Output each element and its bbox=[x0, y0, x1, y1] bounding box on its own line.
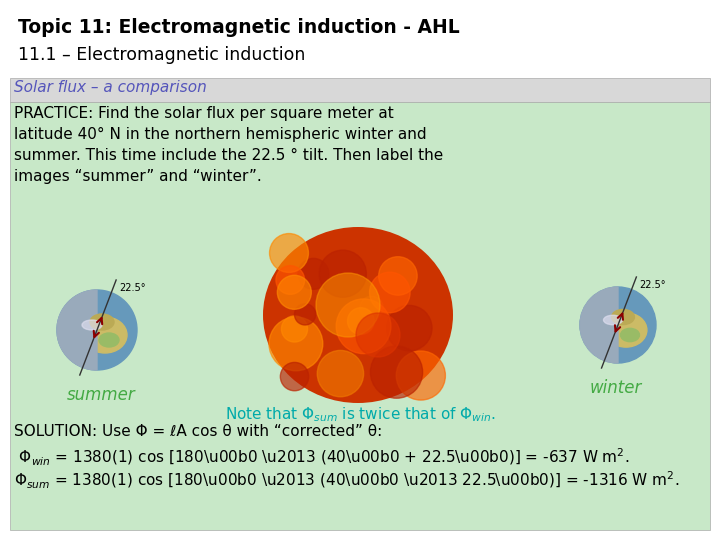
Text: $\Phi_{sum}$ = 1380(1) cos [180\u00b0 \u2013 (40\u00b0 \u2013 22.5\u00b0)] = -13: $\Phi_{sum}$ = 1380(1) cos [180\u00b0 \u… bbox=[14, 470, 680, 491]
Ellipse shape bbox=[605, 313, 647, 347]
Circle shape bbox=[282, 316, 307, 342]
Text: summer. This time include the 22.5 ° tilt. Then label the: summer. This time include the 22.5 ° til… bbox=[14, 148, 444, 163]
Ellipse shape bbox=[82, 320, 102, 330]
Text: Solar flux – a comparison: Solar flux – a comparison bbox=[14, 80, 207, 95]
FancyBboxPatch shape bbox=[10, 102, 710, 530]
Text: 22.5°: 22.5° bbox=[639, 280, 666, 290]
Ellipse shape bbox=[99, 333, 119, 347]
Circle shape bbox=[387, 306, 432, 351]
Wedge shape bbox=[580, 287, 618, 363]
Wedge shape bbox=[57, 290, 97, 370]
Ellipse shape bbox=[263, 227, 453, 403]
Text: Topic 11: Electromagnetic induction - AHL: Topic 11: Electromagnetic induction - AH… bbox=[18, 18, 460, 37]
Circle shape bbox=[580, 287, 656, 363]
Circle shape bbox=[294, 304, 315, 325]
Text: 11.1 – Electromagnetic induction: 11.1 – Electromagnetic induction bbox=[18, 46, 305, 64]
Circle shape bbox=[57, 290, 137, 370]
Text: PRACTICE: Find the solar flux per square meter at: PRACTICE: Find the solar flux per square… bbox=[14, 106, 394, 121]
Text: latitude 40° N in the northern hemispheric winter and: latitude 40° N in the northern hemispher… bbox=[14, 127, 427, 142]
Circle shape bbox=[298, 258, 329, 289]
Circle shape bbox=[379, 256, 417, 295]
FancyBboxPatch shape bbox=[10, 78, 710, 102]
Ellipse shape bbox=[83, 317, 127, 353]
Text: images “summer” and “winter”.: images “summer” and “winter”. bbox=[14, 169, 262, 184]
Circle shape bbox=[336, 299, 391, 354]
Circle shape bbox=[360, 296, 383, 320]
Circle shape bbox=[280, 362, 309, 391]
Circle shape bbox=[356, 313, 400, 357]
Circle shape bbox=[369, 272, 410, 313]
Ellipse shape bbox=[621, 328, 639, 342]
Text: SOLUTION: Use Φ = ℓA cos θ with “corrected” θ:: SOLUTION: Use Φ = ℓA cos θ with “correct… bbox=[14, 424, 382, 439]
Circle shape bbox=[319, 250, 366, 298]
Circle shape bbox=[370, 346, 423, 398]
Circle shape bbox=[318, 350, 364, 397]
Text: winter: winter bbox=[590, 379, 642, 397]
Circle shape bbox=[269, 234, 308, 273]
Text: Note that $\Phi_{sum}$ is twice that of $\Phi_{win}$.: Note that $\Phi_{sum}$ is twice that of … bbox=[225, 405, 495, 424]
Text: 22.5°: 22.5° bbox=[119, 283, 145, 293]
Ellipse shape bbox=[90, 314, 114, 330]
Ellipse shape bbox=[603, 315, 623, 325]
Text: summer: summer bbox=[67, 386, 136, 404]
Circle shape bbox=[269, 317, 323, 371]
Circle shape bbox=[396, 351, 446, 400]
Circle shape bbox=[348, 308, 374, 334]
Ellipse shape bbox=[611, 309, 634, 325]
Circle shape bbox=[276, 266, 305, 294]
Text: $\Phi_{win}$ = 1380(1) cos [180\u00b0 \u2013 (40\u00b0 + 22.5\u00b0)] = -637 W m: $\Phi_{win}$ = 1380(1) cos [180\u00b0 \u… bbox=[14, 447, 629, 468]
Circle shape bbox=[316, 273, 380, 337]
Circle shape bbox=[277, 275, 311, 309]
